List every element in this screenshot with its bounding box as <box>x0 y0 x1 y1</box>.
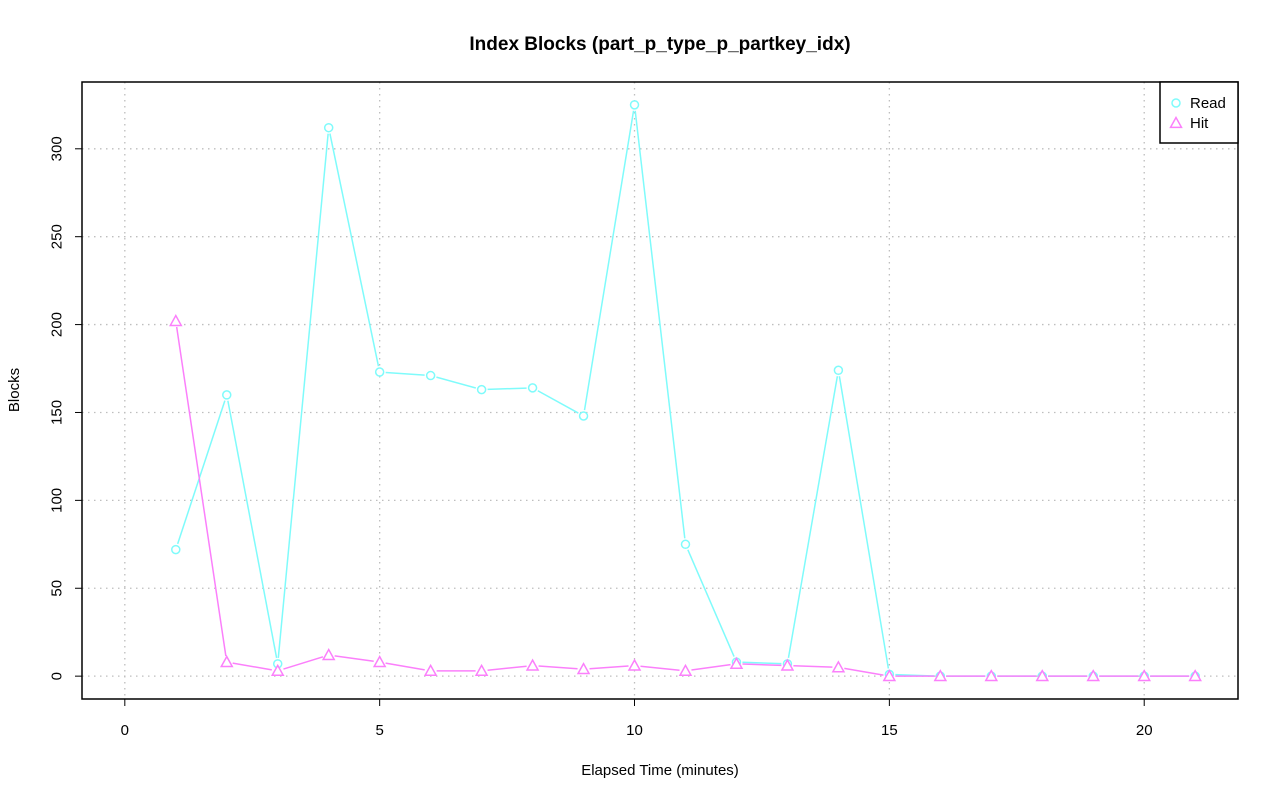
series-read-segment <box>787 376 839 659</box>
chart-title: Index Blocks (part_p_type_p_partkey_idx) <box>469 34 850 55</box>
series-hit-segment <box>538 665 578 670</box>
series-hit-point <box>474 663 489 677</box>
series-read-point <box>629 100 640 110</box>
series-hit-point <box>219 655 234 668</box>
series-read <box>171 100 1200 681</box>
y-tick-label: 0 <box>48 672 65 680</box>
x-axis-label: Elapsed Time (minutes) <box>581 762 739 779</box>
series-read-segment <box>385 371 425 376</box>
series-hit-point <box>321 648 336 661</box>
series-hit-segment <box>283 656 324 670</box>
series-hit-segment <box>334 655 374 663</box>
series-read-segment <box>634 110 686 539</box>
series-hit <box>169 314 1202 682</box>
series-hit-segment <box>385 662 425 671</box>
x-tick-label: 10 <box>626 722 643 739</box>
legend-label-read: Read <box>1190 95 1226 112</box>
series-layer <box>169 100 1202 682</box>
series-hit-point <box>627 658 642 671</box>
series-read-point <box>171 544 181 555</box>
series-hit-point <box>933 669 948 682</box>
series-hit-segment <box>793 665 833 668</box>
series-read-point <box>527 383 538 393</box>
series-read-point <box>578 411 589 421</box>
y-axis-label: Blocks <box>6 368 23 412</box>
series-read-segment <box>583 110 635 411</box>
series-hit-point <box>882 669 897 682</box>
y-tick-label: 300 <box>48 136 65 161</box>
series-hit-point <box>1086 669 1101 682</box>
series-hit-segment <box>742 663 782 667</box>
series-read-segment <box>329 133 380 367</box>
series-hit-point <box>1035 669 1050 682</box>
series-hit-point <box>372 655 387 668</box>
series-hit-segment <box>691 663 731 671</box>
series-hit-point <box>780 658 795 671</box>
series-read-point <box>476 384 487 395</box>
series-read-segment <box>742 661 782 665</box>
series-hit-point <box>729 656 744 669</box>
y-tick-label: 150 <box>48 400 65 425</box>
series-read-point <box>833 365 844 376</box>
series-hit-point <box>1188 669 1202 682</box>
y-tick-label: 200 <box>48 312 65 337</box>
series-hit-point <box>831 660 846 673</box>
legend-marker-hit <box>1169 115 1183 129</box>
series-read-segment <box>227 400 278 659</box>
grid <box>82 82 1238 699</box>
series-hit-segment <box>175 326 227 657</box>
series-hit-point <box>270 663 285 677</box>
series-read-point <box>680 539 691 550</box>
y-tick-label: 100 <box>48 488 65 513</box>
series-read-segment <box>436 376 477 389</box>
series-hit-segment <box>844 667 884 676</box>
series-hit-segment <box>487 665 527 672</box>
series-read-point <box>425 370 436 381</box>
legend-marker-read <box>1171 98 1181 108</box>
series-read-segment <box>838 376 890 669</box>
series-read-segment <box>176 400 226 545</box>
x-tick-label: 15 <box>881 722 898 739</box>
y-tick-label: 50 <box>48 580 65 597</box>
legend-label-hit: Hit <box>1190 115 1209 132</box>
series-hit-segment <box>640 665 680 672</box>
series-read-segment <box>537 390 579 414</box>
series-hit-point <box>169 314 183 327</box>
series-read-segment <box>277 133 329 658</box>
series-read-point <box>323 122 334 133</box>
series-hit-point <box>1137 669 1151 682</box>
series-hit-segment <box>589 665 629 670</box>
legend: Read Hit <box>1159 81 1239 144</box>
series-hit-segment <box>232 662 272 671</box>
plot-frame <box>81 81 1239 700</box>
series-hit-point <box>423 663 438 677</box>
series-hit-point <box>678 663 693 677</box>
x-tick-label: 0 <box>121 722 129 739</box>
legend-box <box>1159 81 1239 144</box>
y-tick-label: 250 <box>48 224 65 249</box>
x-tick-label: 5 <box>375 722 383 739</box>
series-hit-point <box>576 662 591 675</box>
series-hit-point <box>525 658 540 671</box>
series-hit-point <box>984 669 999 682</box>
series-read-point <box>374 367 385 377</box>
x-tick-label: 20 <box>1136 722 1153 739</box>
series-read-segment <box>487 387 527 391</box>
series-read-segment <box>687 549 735 657</box>
series-read-point <box>222 390 232 400</box>
